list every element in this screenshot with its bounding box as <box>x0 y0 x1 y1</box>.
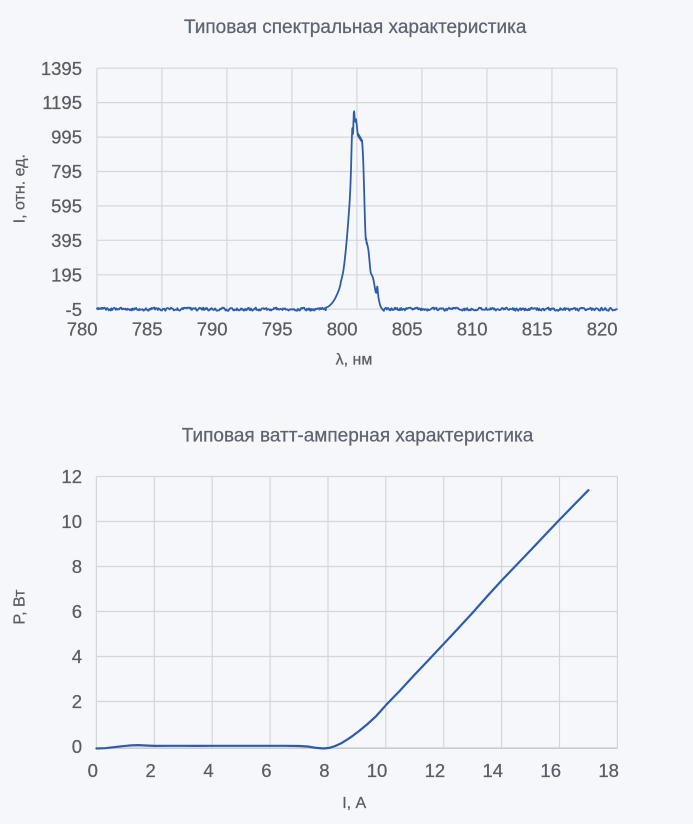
svg-text:8: 8 <box>72 556 82 577</box>
svg-text:-5: -5 <box>66 299 82 320</box>
svg-text:820: 820 <box>587 318 618 339</box>
svg-text:800: 800 <box>327 318 358 339</box>
svg-text:795: 795 <box>262 318 293 339</box>
svg-text:Типовая ватт-амперная характер: Типовая ватт-амперная характеристика <box>182 426 534 447</box>
svg-text:780: 780 <box>67 318 98 339</box>
svg-text:395: 395 <box>51 230 82 251</box>
svg-text:805: 805 <box>392 318 423 339</box>
svg-text:18: 18 <box>598 760 619 781</box>
svg-text:Типовая спектральная характери: Типовая спектральная характеристика <box>184 17 527 38</box>
svg-text:595: 595 <box>51 196 82 217</box>
svg-text:12: 12 <box>61 466 82 487</box>
svg-text:795: 795 <box>51 161 82 182</box>
svg-text:14: 14 <box>483 760 504 781</box>
svg-text:995: 995 <box>51 127 82 148</box>
svg-text:6: 6 <box>72 601 82 622</box>
svg-text:195: 195 <box>51 264 82 285</box>
svg-text:810: 810 <box>457 318 488 339</box>
svg-text:1395: 1395 <box>41 58 82 79</box>
svg-text:1195: 1195 <box>42 92 82 113</box>
svg-text:P, Вт: P, Вт <box>12 589 29 625</box>
svg-text:4: 4 <box>72 646 82 667</box>
svg-text:8: 8 <box>319 760 329 781</box>
svg-text:I, А: I, А <box>342 795 366 812</box>
svg-text:10: 10 <box>367 760 388 781</box>
svg-text:4: 4 <box>203 760 213 781</box>
svg-text:790: 790 <box>197 318 228 339</box>
svg-text:6: 6 <box>261 760 271 781</box>
svg-text:12: 12 <box>425 760 446 781</box>
svg-text:0: 0 <box>88 760 98 781</box>
svg-text:λ, нм: λ, нм <box>336 352 373 369</box>
svg-text:785: 785 <box>132 318 163 339</box>
svg-text:I, отн. ед.: I, отн. ед. <box>12 154 29 223</box>
svg-text:10: 10 <box>61 511 82 532</box>
svg-text:2: 2 <box>72 691 82 712</box>
svg-text:2: 2 <box>146 760 156 781</box>
svg-text:0: 0 <box>72 736 82 757</box>
svg-text:815: 815 <box>522 318 553 339</box>
svg-text:16: 16 <box>540 760 561 781</box>
